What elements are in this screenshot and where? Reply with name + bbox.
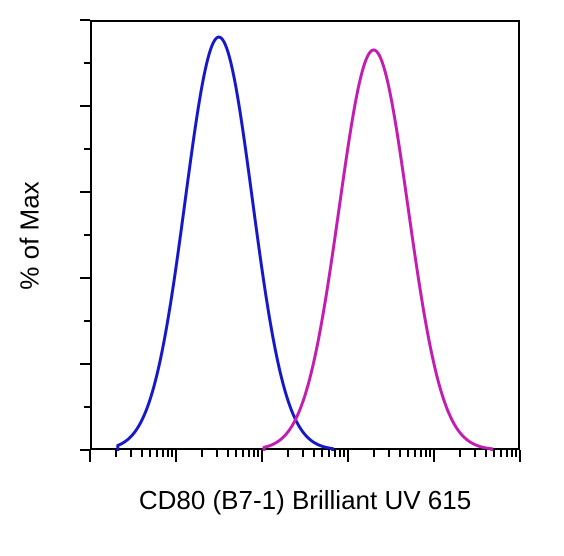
x-axis-label: CD80 (B7-1) Brilliant UV 615 [55, 485, 555, 516]
series-control [118, 37, 333, 451]
flow-cytometry-histogram: % of Max CD80 (B7-1) Brilliant UV 615 [0, 0, 564, 556]
y-axis-label: % of Max [15, 86, 46, 386]
histogram-curves [92, 22, 522, 452]
plot-area [90, 20, 520, 450]
series-stained [264, 50, 492, 451]
